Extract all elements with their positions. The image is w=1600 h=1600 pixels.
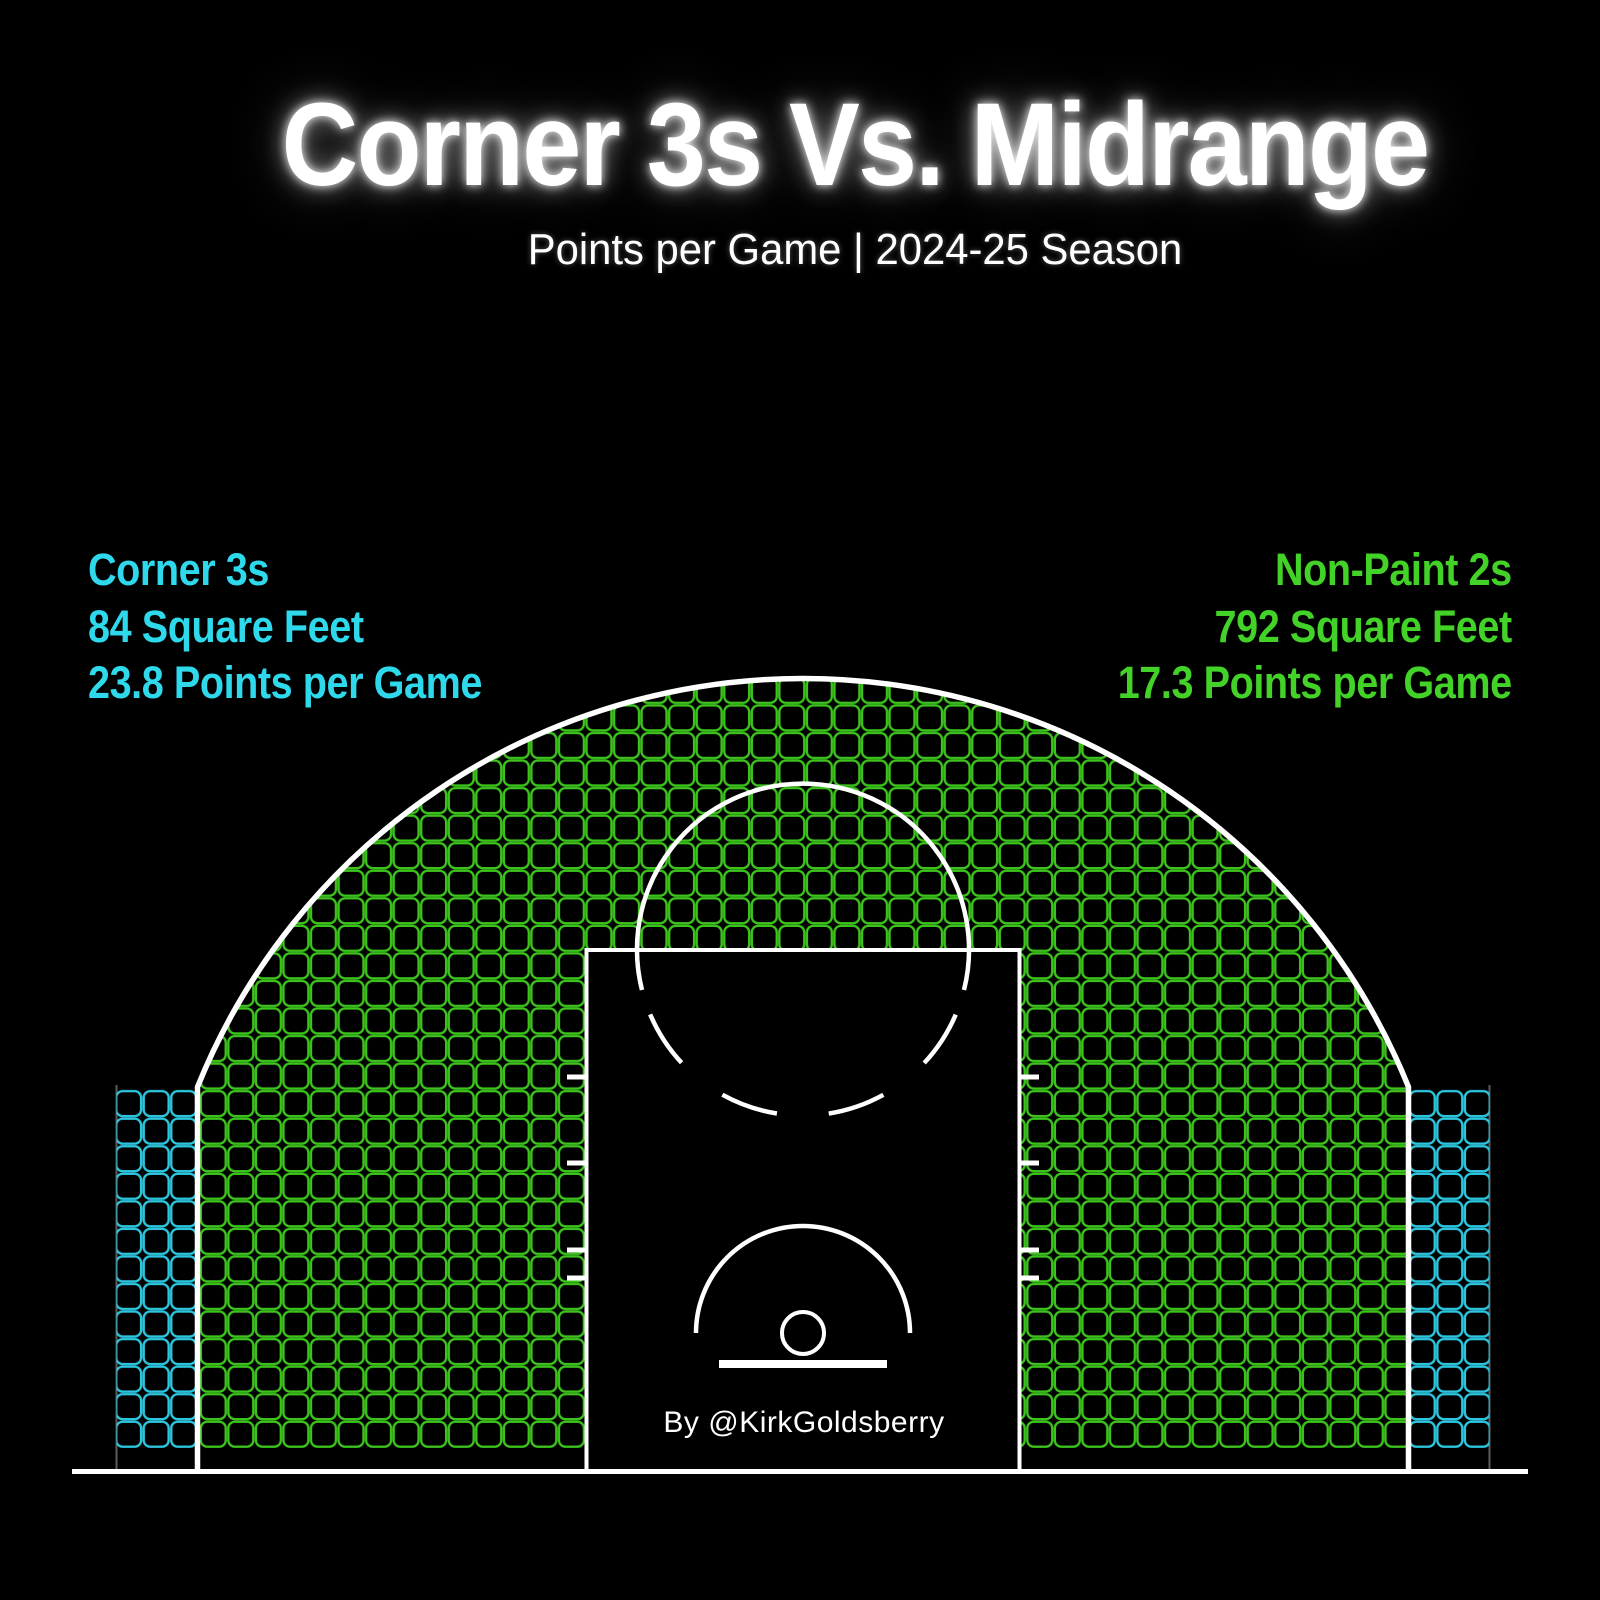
paint-box: [584, 948, 1022, 1473]
midrange-stats-block: Non-Paint 2s 792 Square Feet 17.3 Points…: [1064, 542, 1512, 712]
restricted-area-arc: [693, 1223, 913, 1334]
corner-grid-right: [1408, 1089, 1490, 1448]
lane-hash-marks-right: [1021, 1074, 1039, 1281]
midrange-area: 792 Square Feet: [1214, 600, 1513, 652]
corner3-area: 84 Square Feet: [88, 600, 364, 652]
page-title: Corner 3s Vs. Midrange: [281, 79, 1430, 211]
midrange-label: Non-Paint 2s: [1275, 544, 1512, 595]
corner3-ppg: 23.8 Points per Game: [88, 657, 482, 708]
attribution: By @KirkGoldsberry: [663, 1406, 945, 1439]
corner-grid-left: [116, 1089, 198, 1448]
lane-hash-marks-left: [567, 1074, 585, 1281]
free-throw-circle-solid: [634, 781, 972, 991]
corner3-stats-block: Corner 3s 84 Square Feet 23.8 Points per…: [88, 542, 536, 712]
page-subtitle: Points per Game | 2024-25 Season: [527, 225, 1183, 274]
three-point-line: [194, 675, 1412, 1471]
free-throw-circle-dashed: [639, 989, 967, 1118]
rim-circle: [780, 1310, 826, 1356]
midrange-ppg: 17.3 Points per Game: [1118, 657, 1512, 708]
midrange-grid: [197, 678, 1409, 1448]
corner3-label: Corner 3s: [88, 544, 269, 595]
